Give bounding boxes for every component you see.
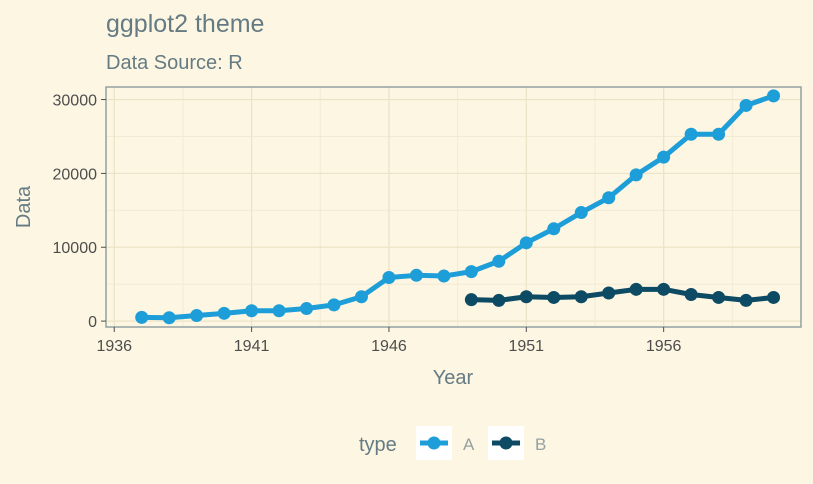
- data-point-a: [272, 304, 286, 318]
- data-point-a: [464, 265, 478, 279]
- x-tick-label: 1956: [646, 338, 682, 355]
- data-point-a: [767, 89, 781, 103]
- data-point-a: [574, 206, 588, 220]
- series-line-b: [468, 286, 777, 303]
- data-point-b: [684, 288, 698, 302]
- chart-title: ggplot2 theme: [106, 10, 264, 38]
- data-point-a: [190, 309, 204, 323]
- x-tick-label: 1936: [96, 338, 132, 355]
- data-point-b: [519, 290, 533, 304]
- chart-subtitle: Data Source: R: [106, 52, 243, 74]
- data-point-b: [657, 282, 671, 296]
- data-point-a: [547, 222, 561, 236]
- data-point-b: [767, 290, 781, 304]
- y-tick-label: 30000: [53, 93, 98, 110]
- data-point-a: [245, 304, 259, 318]
- data-point-a: [409, 268, 423, 282]
- x-tick-label: 1946: [371, 338, 407, 355]
- plot-panel-border: [105, 86, 802, 328]
- data-point-a: [739, 98, 753, 112]
- data-point-a: [162, 311, 176, 325]
- data-point-b: [464, 293, 478, 307]
- legend-key-point: [427, 436, 441, 450]
- data-point-a: [657, 150, 671, 164]
- legend-key-point: [499, 436, 513, 450]
- legend: type A B: [359, 426, 546, 460]
- data-point-a: [629, 168, 643, 182]
- data-point-a: [602, 191, 616, 205]
- series-layer: [135, 89, 781, 325]
- data-point-b: [712, 290, 726, 304]
- data-point-b: [574, 290, 588, 304]
- data-point-b: [602, 286, 616, 300]
- y-tick-label: 10000: [53, 240, 98, 257]
- data-point-a: [327, 298, 341, 312]
- axis-ticks: 1936 1941 1946 1951 1956 0 10000 20000 30000: [53, 93, 682, 355]
- data-point-a: [492, 254, 506, 268]
- data-point-b: [547, 290, 561, 304]
- y-axis-title: Data: [13, 185, 35, 228]
- y-tick-label: 0: [88, 314, 97, 331]
- legend-label: A: [463, 435, 475, 454]
- data-point-a: [712, 127, 726, 141]
- data-point-b: [739, 293, 753, 307]
- legend-title: type: [359, 434, 397, 456]
- legend-item-b: B: [488, 426, 546, 460]
- data-point-a: [437, 269, 451, 283]
- data-point-b: [629, 282, 643, 296]
- grid: [106, 87, 801, 327]
- y-tick-label: 20000: [53, 166, 98, 183]
- x-tick-label: 1951: [508, 338, 544, 355]
- data-point-a: [382, 271, 396, 285]
- x-tick-label: 1941: [234, 338, 270, 355]
- data-point-a: [135, 310, 149, 324]
- data-point-a: [300, 302, 314, 316]
- data-point-a: [519, 236, 533, 250]
- data-point-a: [684, 127, 698, 141]
- legend-item-a: A: [416, 426, 475, 460]
- data-point-a: [354, 290, 368, 304]
- legend-label: B: [535, 435, 546, 454]
- data-point-a: [217, 306, 231, 320]
- x-axis-title: Year: [433, 367, 474, 389]
- data-point-b: [492, 293, 506, 307]
